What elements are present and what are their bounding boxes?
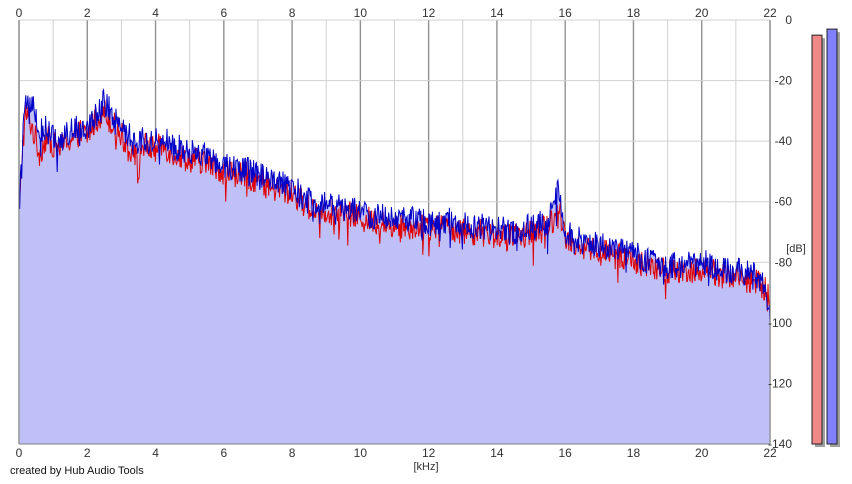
x-tick-label-bottom: 16 — [559, 446, 573, 460]
level-meters — [811, 28, 840, 448]
x-tick-label-bottom: 20 — [695, 446, 709, 460]
x-tick-label-bottom: 4 — [152, 446, 159, 460]
x-tick-label-bottom: 22 — [763, 446, 777, 460]
x-tick-label-top: 10 — [354, 6, 368, 20]
x-tick-label-bottom: 0 — [16, 446, 23, 460]
level-meter-red — [811, 34, 823, 445]
series-line-red — [19, 100, 771, 312]
x-tick-label-top: 4 — [152, 6, 159, 20]
x-tick-label-bottom: 14 — [490, 446, 504, 460]
x-tick-labels-top: 0 2 4 6 8 10 12 14 16 18 20 22 — [16, 6, 777, 20]
spectrum-area-fill — [19, 89, 770, 445]
x-tick-label-top: 20 — [695, 6, 709, 20]
y-tick-label: -80 — [775, 255, 793, 269]
x-tick-labels-bottom: 0 2 4 6 8 10 12 14 16 18 20 22 — [16, 446, 777, 460]
x-tick-label-bottom: 18 — [627, 446, 641, 460]
x-axis-label: [kHz] — [413, 461, 438, 473]
x-tick-label-top: 18 — [627, 6, 641, 20]
x-tick-label-top: 12 — [422, 6, 436, 20]
x-tick-label-bottom: 8 — [289, 446, 296, 460]
y-tick-label: -40 — [775, 134, 793, 148]
x-tick-label-top: 22 — [763, 6, 777, 20]
x-tick-label-bottom: 10 — [354, 446, 368, 460]
x-tick-label-top: 8 — [289, 6, 296, 20]
y-axis-label: [dB] — [786, 243, 806, 255]
series-line-blue — [19, 88, 771, 324]
x-tick-label-top: 2 — [84, 6, 91, 20]
x-tick-label-top: 16 — [559, 6, 573, 20]
x-tick-label-bottom: 2 — [84, 446, 91, 460]
y-tick-label: 0 — [785, 13, 792, 27]
y-tick-label: -120 — [768, 376, 792, 390]
x-tick-label-top: 0 — [16, 6, 23, 20]
series-lines — [19, 88, 771, 324]
level-meter-blue — [826, 28, 838, 445]
x-tick-label-bottom: 6 — [220, 446, 227, 460]
axes — [18, 20, 771, 445]
y-tick-label: -140 — [768, 437, 792, 451]
x-tick-label-bottom: 12 — [422, 446, 436, 460]
x-tick-label-top: 6 — [220, 6, 227, 20]
y-tick-labels: 0 -20 -40 -60 -80 -100 -120 -140 — [768, 13, 792, 451]
y-tick-label: -100 — [768, 316, 792, 330]
x-tick-label-top: 14 — [490, 6, 504, 20]
y-tick-label: -20 — [775, 74, 793, 88]
y-tick-label: -60 — [775, 195, 793, 209]
credit-text: created by Hub Audio Tools — [10, 465, 144, 477]
